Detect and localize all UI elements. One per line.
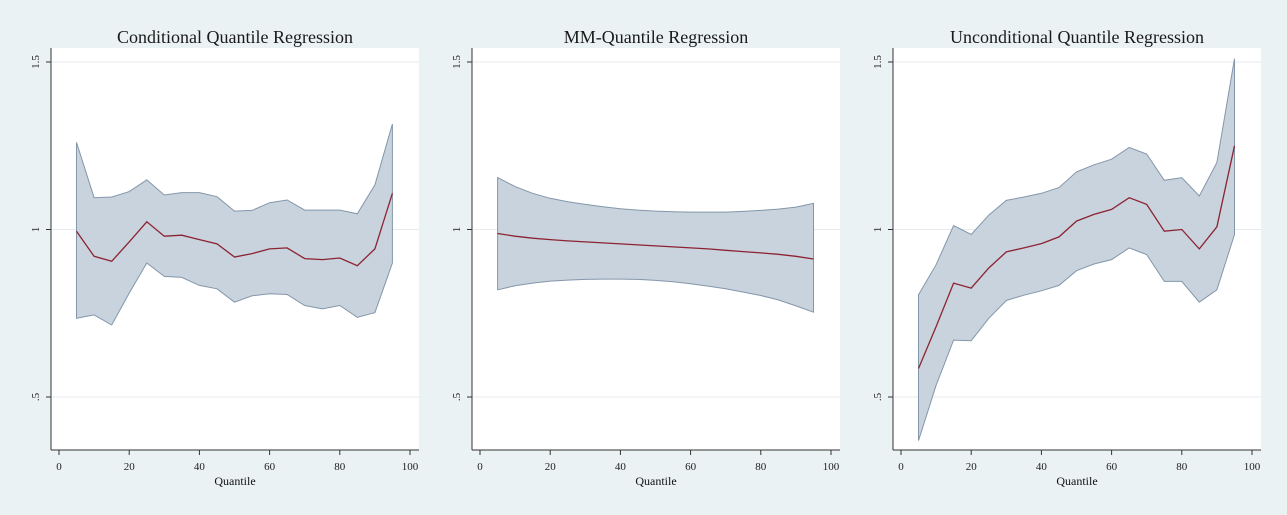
y-tick-label: 1 xyxy=(451,227,463,233)
x-tick-label: 20 xyxy=(545,461,557,473)
x-tick-label: 80 xyxy=(1176,461,1188,473)
x-tick-label: 100 xyxy=(1244,461,1261,473)
x-tick-label: 0 xyxy=(56,461,62,473)
x-tick-label: 0 xyxy=(477,461,483,473)
x-tick-label: 40 xyxy=(615,461,627,473)
x-tick-label: 100 xyxy=(402,461,419,473)
estimate-line xyxy=(497,232,814,260)
panel-title: Conditional Quantile Regression xyxy=(117,27,353,47)
panel-unconditional-quantile-regression: 0 20 40 60 80 100 .5 1 1.5 Unconditional Quantile… xyxy=(872,27,1261,488)
x-tick-label: 40 xyxy=(194,461,206,473)
panel-mm-quantile-regression: 0 20 40 60 80 100 .5 1 1.5 MM-Quantile Regression… xyxy=(451,27,840,488)
y-tick-label: 1.5 xyxy=(30,55,42,69)
y-tick-label: 1 xyxy=(872,227,884,233)
x-tick-label: 20 xyxy=(966,461,978,473)
confidence-band xyxy=(497,176,814,313)
estimate-line xyxy=(917,145,1236,369)
panel-conditional-quantile-regression: 0 20 40 60 80 100 .5 1 1.5 Conditional Quantile R… xyxy=(30,27,419,488)
confidence-band xyxy=(76,123,393,326)
estimate-line xyxy=(75,193,394,267)
y-tick-label: 1.5 xyxy=(451,55,463,69)
x-axis-label: Quantile xyxy=(214,474,255,488)
x-tick-label: 100 xyxy=(823,461,840,473)
x-tick-label: 80 xyxy=(334,461,346,473)
y-tick-label: .5 xyxy=(451,392,463,401)
x-tick-label: 60 xyxy=(264,461,276,473)
y-tick-label: .5 xyxy=(30,392,42,401)
x-tick-label: 0 xyxy=(898,461,904,473)
panel-title: MM-Quantile Regression xyxy=(564,27,748,47)
y-tick-label: 1 xyxy=(30,227,42,233)
x-axis-label: Quantile xyxy=(1056,474,1097,488)
x-tick-label: 20 xyxy=(124,461,136,473)
x-tick-label: 80 xyxy=(755,461,767,473)
x-tick-label: 60 xyxy=(685,461,697,473)
x-axis-label: Quantile xyxy=(635,474,676,488)
panel-title: Unconditional Quantile Regression xyxy=(950,27,1204,47)
y-tick-label: 1.5 xyxy=(872,55,884,69)
confidence-band xyxy=(918,58,1235,441)
y-tick-label: .5 xyxy=(872,392,884,401)
x-tick-label: 60 xyxy=(1106,461,1118,473)
x-tick-label: 40 xyxy=(1036,461,1048,473)
